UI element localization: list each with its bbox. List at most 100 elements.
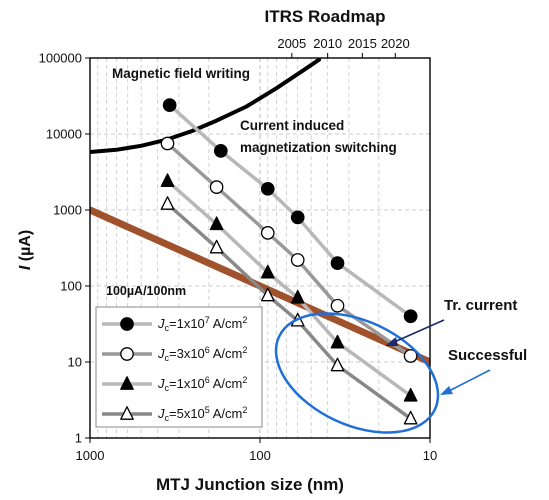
tr-current-annotation: Tr. current xyxy=(444,297,517,314)
legend-entry: Jc=1x106 A/cm2 xyxy=(102,375,247,393)
legend-label: Jc=3x106 A/cm2 xyxy=(157,345,247,363)
data-point xyxy=(260,181,275,196)
data-point xyxy=(260,226,275,240)
data-point xyxy=(330,357,345,372)
x-tick-label: 1000 xyxy=(76,448,105,463)
legend-marker xyxy=(120,376,134,390)
legend-label-part: c xyxy=(165,323,170,333)
top-tick-label: 2005 xyxy=(277,36,306,51)
series-line xyxy=(167,103,413,318)
legend-label-part: c xyxy=(165,383,170,393)
top-tick-label: 2020 xyxy=(381,36,410,51)
y-axis-label-italic: I xyxy=(17,265,34,270)
magnetic-field-label: Magnetic field writing xyxy=(112,66,250,81)
legend-label-part: =5x10 xyxy=(169,406,205,421)
legend-label-part: A/cm xyxy=(210,406,243,421)
series-4 xyxy=(160,196,418,425)
data-point xyxy=(213,144,228,158)
legend-marker xyxy=(120,347,134,361)
y-tick-label: 100000 xyxy=(39,51,82,66)
data-point xyxy=(160,196,175,210)
data-point xyxy=(209,239,224,254)
x-tick-label: 10 xyxy=(423,448,437,463)
legend-label-part: A/cm xyxy=(210,316,243,331)
legend-entry: Jc=1x107 A/cm2 xyxy=(102,315,247,333)
data-point xyxy=(209,216,224,231)
top-tick-label: 2015 xyxy=(348,36,377,51)
y-tick-label: 1 xyxy=(75,431,82,446)
legend-label: Jc=1x106 A/cm2 xyxy=(157,375,247,393)
legend-entry: Jc=5x105 A/cm2 xyxy=(102,405,247,423)
data-point xyxy=(290,253,305,267)
legend-label-part: c xyxy=(165,413,170,423)
data-point xyxy=(290,289,305,304)
legend-label-part: c xyxy=(165,353,170,363)
tr-current-line-label: 100µA/100nm xyxy=(106,284,186,298)
legend-label-part: A/cm xyxy=(210,346,243,361)
y-axis-label-unit: (µA) xyxy=(17,230,34,266)
top-tick-label: 2010 xyxy=(313,36,342,51)
series-3 xyxy=(160,173,418,402)
series-1 xyxy=(162,98,418,324)
successful-arrow xyxy=(440,369,491,395)
y-tick-label: 100 xyxy=(60,279,82,294)
series-line xyxy=(165,141,413,358)
legend-label-part: 6 xyxy=(205,345,210,355)
successful-annotation: Successful xyxy=(448,347,527,364)
legend-label-part: =1x10 xyxy=(169,376,205,391)
legend-label-part: =1x10 xyxy=(169,316,205,331)
legend-label: Jc=5x105 A/cm2 xyxy=(157,405,247,423)
legend-marker xyxy=(120,317,134,331)
legend-label-part: 2 xyxy=(242,375,247,385)
axis-ticks: 100000 10000 1000 100 10 1 1000 100 10 2005 2010 20… xyxy=(39,36,438,463)
tr-current-arrow xyxy=(385,319,445,346)
data-point xyxy=(330,256,345,270)
series-line xyxy=(165,179,413,398)
plot-frame xyxy=(89,57,431,439)
data-point xyxy=(260,264,275,279)
data-point xyxy=(160,173,175,187)
data-point xyxy=(209,180,224,194)
y-axis-label: I (µA) xyxy=(17,230,34,270)
legend-label-part: 7 xyxy=(205,315,210,325)
legend-label-part: 5 xyxy=(205,405,210,415)
data-point xyxy=(260,287,275,302)
legend-label-part: J xyxy=(157,406,165,421)
data-point xyxy=(403,410,418,425)
data-point xyxy=(403,309,418,324)
x-tick-label: 100 xyxy=(249,448,271,463)
legend-label-part: J xyxy=(157,346,165,361)
data-point xyxy=(403,349,418,363)
data-point xyxy=(403,387,418,402)
magnetic-field-curve xyxy=(90,58,321,154)
legend-label-part: 2 xyxy=(242,345,247,355)
data-series xyxy=(160,98,418,425)
data-point xyxy=(330,334,345,349)
legend-label-part: J xyxy=(157,316,165,331)
current-switching-label-2: magnetization switching xyxy=(240,140,397,155)
legend-label-part: A/cm xyxy=(210,376,243,391)
successful-region-ellipse xyxy=(274,312,440,434)
legend-label-part: J xyxy=(157,376,165,391)
legend-entry: Jc=3x106 A/cm2 xyxy=(102,345,247,363)
y-tick-label: 10 xyxy=(68,355,82,370)
x-axis-label: MTJ Junction size (nm) xyxy=(156,475,344,494)
legend-label-part: 2 xyxy=(242,405,247,415)
series-2 xyxy=(160,136,418,363)
chart-title: ITRS Roadmap xyxy=(265,7,386,26)
legend-marker xyxy=(120,406,134,420)
legend-label-part: =3x10 xyxy=(169,346,205,361)
legend-label-part: 6 xyxy=(205,375,210,385)
data-point xyxy=(290,210,305,225)
legend-label-part: 2 xyxy=(242,315,247,325)
current-switching-label-1: Current induced xyxy=(240,118,344,133)
legend-label: Jc=1x107 A/cm2 xyxy=(157,315,247,333)
data-point xyxy=(160,136,175,151)
data-point xyxy=(162,98,177,112)
y-tick-label: 10000 xyxy=(46,127,82,142)
data-point xyxy=(330,298,345,313)
series-line xyxy=(165,202,413,421)
y-tick-label: 1000 xyxy=(53,203,82,218)
